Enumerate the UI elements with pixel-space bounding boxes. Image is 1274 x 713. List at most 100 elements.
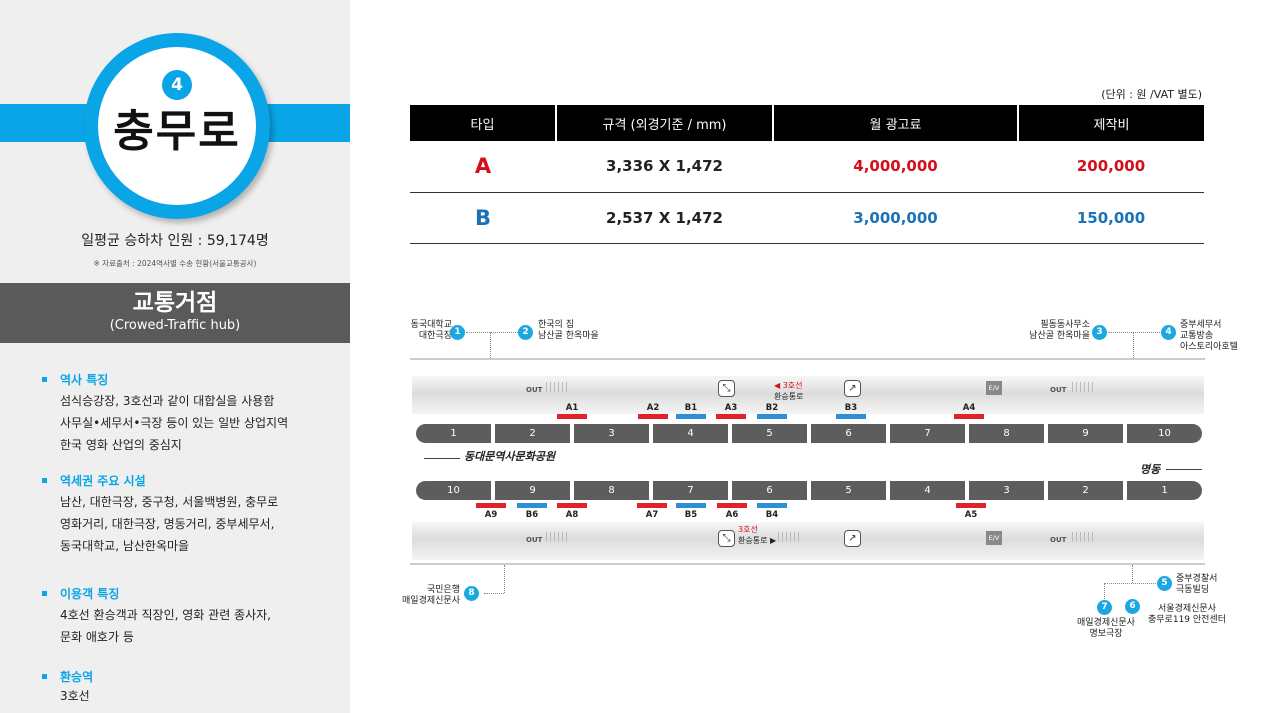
section-station-features: 역사 특징 섬식승강장, 3호선과 같이 대합실을 사용함 사무실•세무서•극장… <box>42 372 342 456</box>
ad-slot-a8 <box>557 503 587 508</box>
connector-line <box>504 565 505 593</box>
section-line: 섬식승강장, 3호선과 같이 대합실을 사용함 <box>60 394 275 408</box>
door-segment: 9 <box>495 481 570 500</box>
exit-label-line: 매일경제신문사 <box>1077 618 1135 628</box>
hub-title: 교통거점 <box>132 290 218 316</box>
hub-subtitle: (Crowed-Traffic hub) <box>109 318 241 333</box>
exit-label-line: 중부세무서 <box>1180 320 1222 330</box>
monthly-fee-cell: 4,000,000 <box>773 141 1018 193</box>
connector-line <box>490 332 491 358</box>
platform-diagram: 동국대학교 대한극장 1 2 한국의 집 남산골 한옥마을 필동동사무소 남산골… <box>400 310 1238 650</box>
line-number-badge: 4 <box>162 70 192 100</box>
concourse-line <box>410 358 1205 360</box>
exit-6-label: 서울경제신문사 충무로119 안전센터 <box>1144 604 1230 626</box>
transfer-line: ◀ 3호선 <box>774 381 803 390</box>
connector-line <box>1104 583 1156 584</box>
door-segment: 2 <box>495 424 570 443</box>
door-segment: 9 <box>1048 424 1123 443</box>
ad-slot-a5 <box>956 503 986 508</box>
table-header-row: 타입 규격 (외경기준 / mm) 월 광고료 제작비 <box>410 105 1204 141</box>
direction-right: 명동 <box>1140 463 1161 476</box>
section-title: 환승역 <box>42 669 342 685</box>
ad-slot-a2 <box>638 414 668 419</box>
door-segment: 3 <box>969 481 1044 500</box>
section-line: 4호선 환승객과 직장인, 영화 관련 종사자, <box>60 608 271 622</box>
ad-slot-b5 <box>676 503 706 508</box>
exit-label-line: 명보극장 <box>1089 629 1123 639</box>
section-user-features: 이용객 특징 4호선 환승객과 직장인, 영화 관련 종사자, 문화 애호가 등 <box>42 586 342 648</box>
door-segment: 7 <box>653 481 728 500</box>
ad-slot-label: A3 <box>724 403 738 413</box>
exit-6-badge: 6 <box>1125 599 1140 614</box>
door-segment: 6 <box>732 481 807 500</box>
out-label: OUT <box>526 386 543 394</box>
ad-slot-a4 <box>954 414 984 419</box>
exit-3-label: 필동동사무소 남산골 한옥마을 <box>1020 320 1090 342</box>
transfer-passage: 환승통로 <box>774 392 804 401</box>
concourse-line <box>410 563 1205 565</box>
stairs-icon <box>1072 382 1096 392</box>
door-segment: 8 <box>574 481 649 500</box>
transfer-passage: 환승통로 ▶ <box>738 536 777 545</box>
ad-slot-label: A9 <box>484 510 498 520</box>
exit-label-line: 아스토리아호텔 <box>1180 342 1238 352</box>
ad-slot-label: A8 <box>565 510 579 520</box>
exit-1-badge: 1 <box>450 325 465 340</box>
out-label: OUT <box>1050 386 1067 394</box>
price-table: 타입 규격 (외경기준 / mm) 월 광고료 제작비 A 3,336 X 1,… <box>410 105 1204 244</box>
escalator-icon: ⤡ <box>718 530 735 547</box>
ad-slot-b2 <box>757 414 787 419</box>
out-label: OUT <box>526 536 543 544</box>
exit-label-line: 중부경찰서 <box>1176 574 1218 584</box>
exit-5-badge: 5 <box>1157 576 1172 591</box>
column-header: 타입 <box>410 105 556 141</box>
ad-slot-a6 <box>717 503 747 508</box>
type-cell: B <box>410 192 556 244</box>
door-segment: 7 <box>890 424 965 443</box>
door-segment: 1 <box>1127 481 1202 500</box>
exit-7-label: 매일경제신문사 명보극장 <box>1054 618 1158 640</box>
stairs-up-icon: ↗ <box>844 380 861 397</box>
ad-slot-label: B4 <box>765 510 779 520</box>
exit-label-line: 남산골 한옥마을 <box>538 331 599 341</box>
exit-4-badge: 4 <box>1161 325 1176 340</box>
ad-slot-b1 <box>676 414 706 419</box>
section-line: 문화 애호가 등 <box>60 630 134 644</box>
column-header: 제작비 <box>1017 105 1204 141</box>
monthly-fee-cell: 3,000,000 <box>773 192 1018 244</box>
daily-riders: 일평균 승하차 인원 : 59,174명 <box>81 233 269 249</box>
door-segment: 4 <box>653 424 728 443</box>
section-title: 역세권 주요 시설 <box>42 473 342 489</box>
exit-5-label: 중부경찰서 극동빌딩 <box>1176 574 1217 596</box>
exit-8-label: 국민은행 매일경제신문사 <box>402 585 460 607</box>
ad-slot-label: B6 <box>525 510 539 520</box>
exit-label-line: 국민은행 <box>426 585 460 595</box>
ad-slot-a7 <box>637 503 667 508</box>
elevator-icon: E/V <box>986 531 1002 545</box>
column-header: 월 광고료 <box>772 105 1018 141</box>
door-segment: 5 <box>811 481 886 500</box>
ad-slot-label: B5 <box>684 510 698 520</box>
section-line: 한국 영화 산업의 중심지 <box>60 438 182 452</box>
section-nearby-facilities: 역세권 주요 시설 남산, 대한극장, 중구청, 서울백병원, 충무로 영화거리… <box>42 473 342 557</box>
transfer-label-bottom: 3호선 환승통로 ▶ <box>738 524 776 546</box>
exit-label-line: 극동빌딩 <box>1176 585 1210 595</box>
door-segment: 10 <box>416 481 491 500</box>
unit-note: (단위 : 원 /VAT 별도) <box>1101 88 1202 101</box>
ad-slot-b3 <box>836 414 866 419</box>
connector-line <box>466 332 518 333</box>
production-cost-cell: 150,000 <box>1018 192 1204 244</box>
ad-slot-label: B2 <box>765 403 779 413</box>
exit-label-line: 한국의 집 <box>538 320 574 330</box>
exit-label-line: 교통방송 <box>1180 331 1214 341</box>
connector-line <box>1133 332 1134 358</box>
size-cell: 3,336 X 1,472 <box>556 141 773 193</box>
transfer-line: 3호선 <box>738 525 758 534</box>
exit-label-line: 동국대학교 <box>410 320 452 330</box>
transfer-label-top: ◀ 3호선 환승통로 <box>774 380 803 402</box>
hub-header: 교통거점 (Crowed-Traffic hub) <box>0 283 350 343</box>
ad-slot-b6 <box>517 503 547 508</box>
ad-slot-label: B1 <box>684 403 698 413</box>
stairs-icon <box>1072 532 1096 542</box>
